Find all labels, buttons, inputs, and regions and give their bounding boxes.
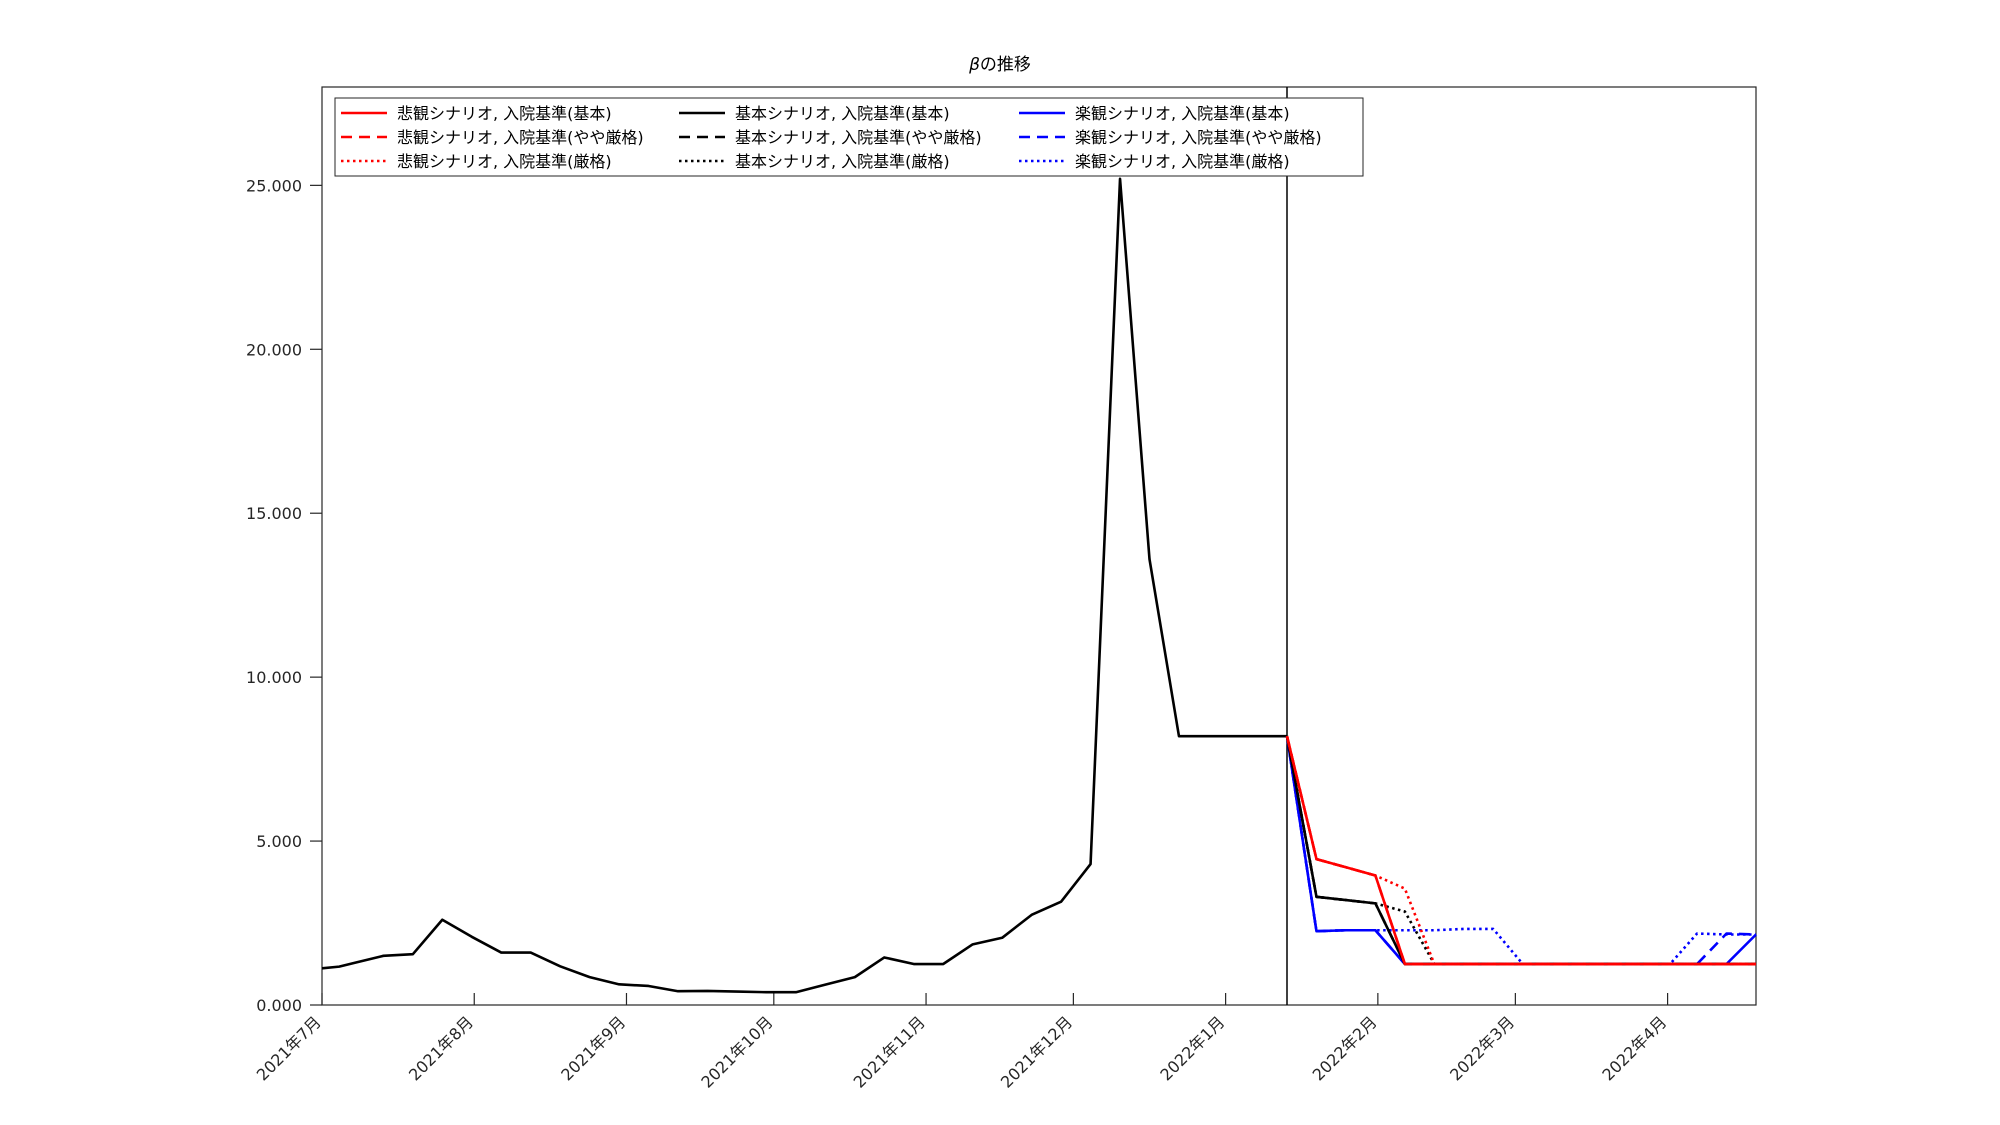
- chart-title-symbol: β: [968, 55, 980, 75]
- y-tick-label: 10.000: [246, 668, 302, 687]
- legend-label-4: 基本シナリオ, 入院基準(基本): [735, 104, 950, 123]
- y-axis: 0.000 5.000 10.000 15.000 20.000 25.000: [246, 176, 322, 1015]
- legend-label-7: 楽観シナリオ, 入院基準(基本): [1075, 104, 1290, 123]
- legend-label-1: 悲観シナリオ, 入院基準(基本): [397, 104, 612, 123]
- y-tick-label: 20.000: [246, 340, 302, 359]
- series-line-3: [1285, 735, 1756, 966]
- legend-label-5: 基本シナリオ, 入院基準(やや厳格): [735, 128, 982, 147]
- x-tick-label: 2022年4月: [1598, 1012, 1670, 1084]
- y-tick-label: 25.000: [246, 176, 302, 195]
- x-tick-label: 2021年10月: [697, 1012, 776, 1091]
- legend-box: [334, 97, 1364, 177]
- legend-label-3: 悲観シナリオ, 入院基準(厳格): [397, 152, 612, 171]
- x-tick-label: 2022年3月: [1446, 1012, 1518, 1084]
- x-tick-label: 2021年7月: [253, 1012, 325, 1084]
- x-tick-label: 2021年9月: [557, 1012, 629, 1084]
- history-series-line: [321, 177, 1288, 994]
- chart-title: βの推移: [968, 55, 1031, 75]
- series-line-9: [1285, 735, 1756, 966]
- plot-lines: [321, 87, 1757, 1005]
- legend-label-2: 悲観シナリオ, 入院基準(やや厳格): [397, 128, 644, 147]
- x-tick-label: 2022年2月: [1309, 1012, 1381, 1084]
- x-tick-label: 2021年11月: [850, 1012, 929, 1091]
- series-line-8: [1285, 735, 1757, 966]
- y-tick-label: 15.000: [246, 504, 302, 523]
- series-line-2: [1285, 735, 1756, 966]
- y-tick-label: 5.000: [256, 832, 302, 851]
- plot-area-frame: [321, 86, 1757, 1006]
- y-tick-label: 0.000: [256, 996, 302, 1015]
- legend-label-9: 楽観シナリオ, 入院基準(厳格): [1075, 152, 1290, 171]
- legend-label-8: 楽観シナリオ, 入院基準(やや厳格): [1075, 128, 1322, 147]
- x-tick-label: 2021年12月: [997, 1012, 1076, 1091]
- x-tick-label: 2022年1月: [1156, 1012, 1228, 1084]
- x-axis: 2021年7月 2021年8月 2021年9月 2021年10月 2021年11月 202…: [253, 993, 1670, 1092]
- x-tick-label: 2021年8月: [405, 1012, 477, 1084]
- legend: 悲観シナリオ, 入院基準(基本) 悲観シナリオ, 入院基準(やや厳格) 悲観シナリオ…: [334, 97, 1364, 177]
- legend-label-6: 基本シナリオ, 入院基準(厳格): [735, 152, 950, 171]
- chart-title-text: の推移: [980, 55, 1031, 75]
